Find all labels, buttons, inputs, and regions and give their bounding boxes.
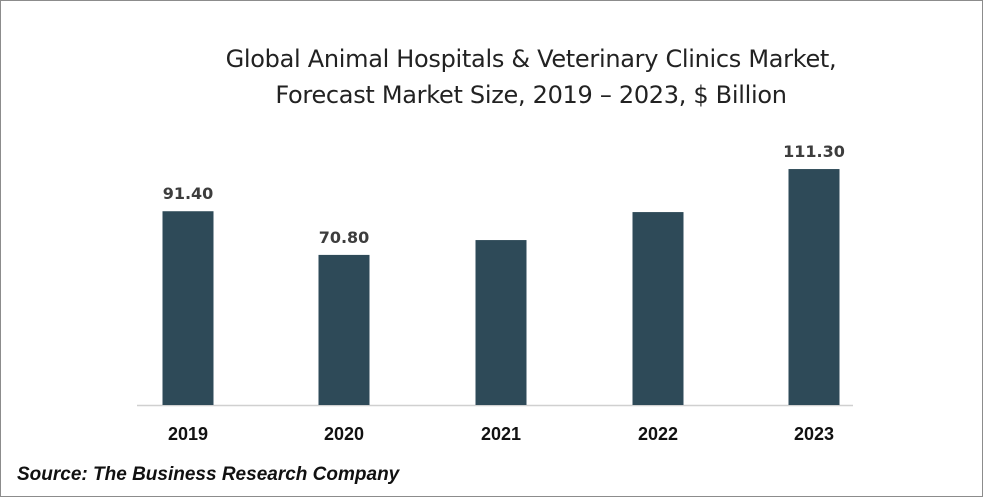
data-label-2023: 111.30 xyxy=(783,142,845,161)
x-tick-label-2021: 2021 xyxy=(481,424,521,444)
bar-2023 xyxy=(788,169,840,405)
chart-subtitle: Forecast Market Size, 2019 – 2023, $ Bil… xyxy=(275,81,787,109)
x-tick-label-2019: 2019 xyxy=(168,424,208,444)
bar-2021 xyxy=(475,240,527,405)
bar-2022 xyxy=(632,212,684,405)
bar-2020 xyxy=(318,254,370,405)
data-label-2020: 70.80 xyxy=(319,228,370,247)
x-tick-label-2023: 2023 xyxy=(794,424,834,444)
x-tick-label-2020: 2020 xyxy=(324,424,364,444)
bar-2019 xyxy=(162,211,214,405)
x-tick-label-2022: 2022 xyxy=(638,424,678,444)
chart-title: Global Animal Hospitals & Veterinary Cli… xyxy=(225,45,837,73)
source-note: Source: The Business Research Company xyxy=(17,464,400,485)
data-label-2019: 91.40 xyxy=(163,184,214,203)
